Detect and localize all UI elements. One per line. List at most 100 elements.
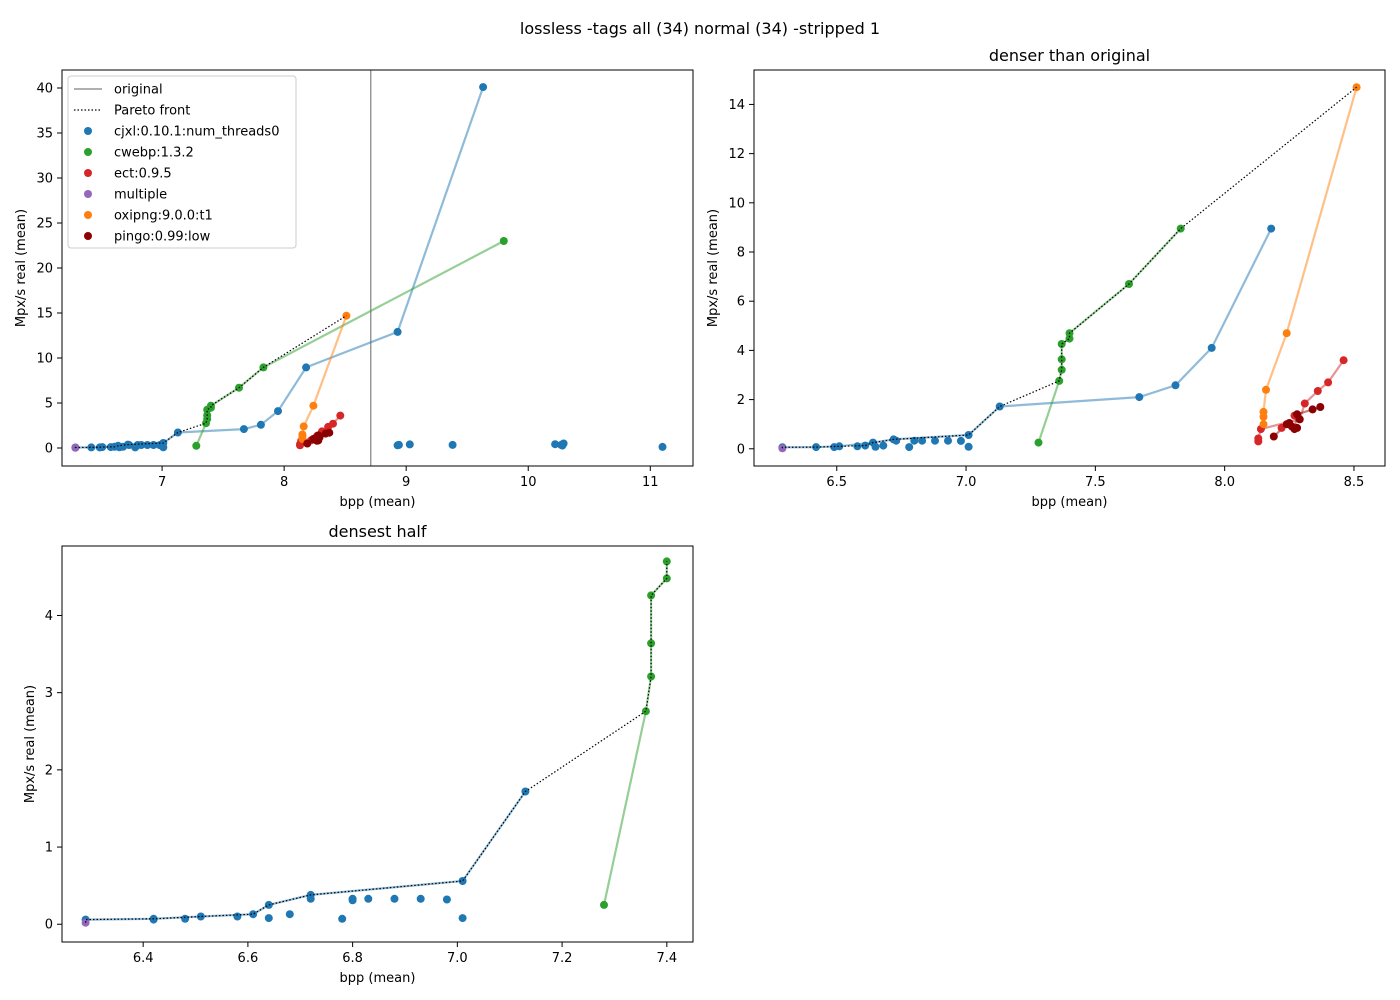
y-tick-label: 3 [45,686,53,701]
axes-frame [753,69,1386,467]
data-point [879,441,888,450]
y-tick-label: 5 [45,397,53,412]
data-point [299,422,308,431]
legend-label: ect:0.9.5 [114,167,172,182]
data-point [910,436,919,445]
data-point [159,443,168,452]
data-point [309,401,318,410]
data-point [964,442,973,451]
data-point [1267,224,1276,233]
x-tick-label: 7.2 [552,951,573,966]
data-point [256,420,265,429]
data-point [390,894,399,903]
y-tick-label: 12 [728,147,745,162]
data-point [499,237,508,245]
data-point [479,83,488,92]
legend-item: ect:0.9.5 [84,167,172,182]
data-point [944,436,952,445]
data-point [1308,405,1317,414]
legend-label: cjxl:0.10.1:num_threads0 [114,125,279,140]
data-point [995,402,1004,411]
data-point [416,894,425,903]
y-tick-label: 1 [45,841,53,856]
y-tick-label: 0 [45,918,53,933]
y-tick-label: 14 [728,98,745,113]
chart-title: densest half [328,522,426,541]
data-point [149,915,158,924]
legend-box [67,75,297,249]
data-point [1316,403,1325,411]
x-tick-label: 6.5 [826,475,847,490]
data-point [892,436,901,445]
data-point [918,436,927,445]
chart-panel-1: 7 8 9 10 11 0 5 10 15 20 25 30 35 40 bpp (mean) Mpx/s r… [14,69,694,510]
y-tick-label: 40 [36,82,53,97]
data-point [303,439,312,448]
chart-panel-2: 6.5 7.0 7.5 8.0 8.5 0 2 4 6 8 10 12 14 bpp (mean) Mpx/… [706,46,1386,510]
y-tick-label: 20 [36,262,53,277]
chart-title: denser than original [989,46,1150,65]
y-tick-label: 4 [45,609,53,624]
data-point [298,430,307,439]
data-point [1135,393,1144,402]
legend-item: cwebp:1.3.2 [84,146,194,161]
data-point [853,442,862,451]
data-point [393,327,402,336]
data-point [302,363,311,372]
x-axis-label: bpp (mean) [1032,495,1108,510]
legend: original Pareto front cjxl:0.10.1:num_thre… [67,75,297,249]
y-tick-label: 8 [737,246,745,261]
plot-area [71,70,667,466]
data-point [956,436,965,445]
data-point [458,914,467,923]
legend-label: cwebp:1.3.2 [114,146,194,161]
legend-item: multiple [84,188,167,203]
suptitle: lossless -tags all (34) normal (34) -str… [520,19,880,38]
data-point [137,441,146,449]
data-point [641,707,650,716]
pareto-front-line [781,86,1357,449]
data-point [87,443,96,452]
data-point [658,442,667,451]
y-tick-label: 10 [36,352,53,367]
pareto-front-line [74,315,347,449]
legend-marker [84,232,92,240]
data-point [274,407,282,416]
data-point [558,441,567,450]
x-tick-label: 11 [642,475,659,490]
data-point [192,441,201,450]
legend-label: original [114,83,163,98]
legend-item: pingo:0.99:low [84,230,211,245]
legend-marker [84,169,92,177]
legend-label: pingo:0.99:low [114,230,211,245]
y-axis-label: Mpx/s real (mean) [14,209,29,327]
data-point [1339,356,1348,365]
legend-item: original [74,83,163,98]
x-tick-label: 10 [520,475,537,490]
y-tick-label: 15 [36,307,53,322]
data-point [364,894,373,903]
data-point [264,900,273,909]
data-point [647,639,656,648]
data-point [1057,355,1066,364]
data-point [336,411,345,420]
data-point [405,440,414,449]
data-point [338,914,347,923]
legend-item: Pareto front [74,104,190,119]
legend-marker [84,211,92,219]
chart-panel-3: 6.4 6.6 6.8 7.0 7.2 7.4 0 1 2 3 4 bpp (mean) Mpx/s r… [23,522,694,986]
y-tick-label: 10 [728,196,745,211]
plot-area [778,83,1361,453]
data-point [329,419,337,428]
plot-area [81,557,671,927]
y-tick-label: 25 [36,217,53,232]
x-tick-label: 7.4 [656,951,677,966]
data-point [1254,434,1263,443]
y-tick-label: 35 [36,127,53,142]
data-point [1293,423,1302,432]
legend-marker [84,148,92,156]
y-tick-label: 4 [737,344,745,359]
y-tick-label: 0 [45,442,53,457]
data-point [264,914,273,923]
data-point [249,910,258,919]
